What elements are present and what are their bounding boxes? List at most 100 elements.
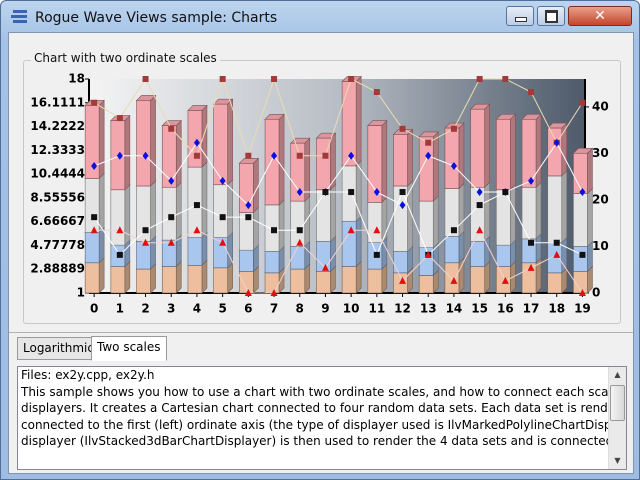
bar-front bbox=[264, 118, 280, 206]
x-tick-label: 8 bbox=[296, 302, 304, 316]
close-button[interactable]: ✕ bbox=[568, 6, 632, 26]
marker bbox=[245, 152, 252, 159]
scroll-down[interactable]: ▼ bbox=[614, 456, 621, 465]
marker bbox=[193, 138, 200, 147]
marker bbox=[450, 227, 457, 234]
bar-side bbox=[458, 122, 465, 190]
x-tick-label: 2 bbox=[141, 302, 149, 316]
series-line bbox=[93, 190, 583, 257]
bar-segment bbox=[418, 131, 439, 202]
bar-front bbox=[161, 186, 177, 241]
marker bbox=[347, 226, 355, 234]
x-tick-label: 7 bbox=[270, 302, 278, 316]
description-line: displayer (IlvStacked3dBarChartDisplayer… bbox=[21, 434, 627, 448]
y-tick-label: 6.66667 bbox=[30, 214, 85, 228]
bar-front bbox=[496, 118, 511, 191]
bar-front bbox=[187, 265, 203, 294]
marker bbox=[271, 151, 278, 160]
bar-front bbox=[573, 193, 588, 247]
bar-front bbox=[84, 262, 100, 294]
y-tick-label: 16.1111 bbox=[30, 95, 85, 109]
minimize-button[interactable] bbox=[506, 6, 534, 26]
tab-selected[interactable]: Two scales bbox=[91, 336, 167, 361]
bar-segment bbox=[469, 103, 491, 188]
bar-segment bbox=[341, 75, 362, 167]
bar-front bbox=[547, 127, 563, 177]
marker bbox=[168, 176, 175, 185]
bar-side bbox=[381, 119, 388, 204]
scrollbar[interactable]: ▲ ▼ bbox=[608, 367, 626, 469]
bar-side bbox=[150, 235, 156, 270]
tab[interactable]: Logarithmic bbox=[17, 337, 100, 360]
bar-side bbox=[510, 113, 516, 191]
marker bbox=[142, 151, 149, 160]
bar-front bbox=[187, 237, 203, 266]
marker bbox=[116, 151, 123, 160]
scroll-thumb[interactable] bbox=[610, 385, 625, 421]
bar-segment bbox=[264, 113, 285, 206]
marker bbox=[373, 226, 381, 234]
marker bbox=[321, 263, 329, 271]
marker bbox=[193, 202, 200, 209]
bar-side bbox=[432, 131, 439, 202]
bar-segment bbox=[341, 215, 362, 268]
marker bbox=[270, 289, 278, 296]
marker bbox=[271, 76, 278, 82]
group-box bbox=[23, 60, 621, 324]
window-title: Rogue Wave Views sample: Charts bbox=[35, 10, 278, 26]
bar-front bbox=[264, 272, 280, 294]
bar-side bbox=[124, 114, 131, 191]
y-tick-label: 10.4444 bbox=[30, 167, 85, 181]
bar-side bbox=[535, 181, 542, 240]
y2-tick-label: 10 bbox=[592, 239, 609, 253]
x-tick-label: 15 bbox=[471, 302, 488, 316]
bar-side bbox=[355, 215, 362, 268]
series-line bbox=[93, 77, 583, 158]
marker bbox=[450, 125, 457, 132]
x-tick-label: 11 bbox=[368, 302, 385, 316]
marker bbox=[528, 239, 535, 246]
marker bbox=[373, 251, 380, 258]
bar-segment bbox=[212, 179, 234, 239]
bar-front bbox=[239, 249, 254, 272]
bar-segment bbox=[84, 172, 105, 234]
bar-side bbox=[407, 128, 413, 187]
y-tick-label: 12.3333 bbox=[30, 143, 85, 157]
marker bbox=[501, 276, 509, 284]
marker bbox=[553, 138, 560, 147]
bar-front bbox=[444, 262, 460, 294]
bar-side bbox=[484, 260, 490, 294]
bar-segment bbox=[572, 147, 594, 195]
marker bbox=[348, 151, 355, 160]
marker bbox=[296, 188, 303, 197]
marker bbox=[528, 176, 535, 185]
bar-side bbox=[150, 180, 156, 243]
bar-front bbox=[161, 266, 177, 294]
marker bbox=[219, 214, 226, 221]
bar-side bbox=[175, 181, 182, 241]
bar-front bbox=[84, 105, 100, 179]
bar-segment bbox=[135, 94, 157, 187]
marker bbox=[142, 238, 150, 246]
y2-tick-label: 40 bbox=[592, 99, 609, 113]
maximize-button[interactable] bbox=[537, 6, 565, 26]
bar-segment bbox=[495, 113, 517, 191]
bar-side bbox=[175, 119, 182, 188]
marker bbox=[348, 189, 355, 196]
marker bbox=[348, 76, 355, 82]
bar-side bbox=[278, 199, 285, 253]
bar-side bbox=[98, 226, 105, 264]
bar-segment bbox=[367, 196, 388, 244]
bar-front bbox=[213, 184, 228, 238]
marker bbox=[399, 201, 406, 210]
bar-side bbox=[432, 195, 439, 249]
bar-side bbox=[201, 161, 208, 239]
scroll-up[interactable]: ▲ bbox=[614, 370, 621, 379]
marker bbox=[553, 250, 561, 258]
bar-side bbox=[278, 113, 285, 206]
bar-front bbox=[393, 251, 408, 274]
bar-side bbox=[98, 172, 105, 234]
bar-front bbox=[264, 251, 280, 274]
bar-side bbox=[201, 259, 208, 294]
